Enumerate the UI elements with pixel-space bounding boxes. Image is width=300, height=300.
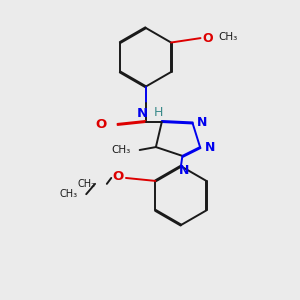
Text: O: O [112, 170, 124, 183]
Text: N: N [179, 164, 189, 177]
Text: N: N [197, 116, 208, 128]
Text: O: O [202, 32, 213, 45]
Text: CH₃: CH₃ [59, 189, 77, 199]
Text: H: H [154, 106, 164, 119]
Text: O: O [96, 118, 107, 131]
Text: CH₂: CH₂ [77, 179, 95, 189]
Text: N: N [205, 141, 215, 154]
Text: CH₃: CH₃ [112, 145, 131, 155]
Text: N: N [136, 107, 148, 120]
Text: CH₃: CH₃ [219, 32, 238, 42]
